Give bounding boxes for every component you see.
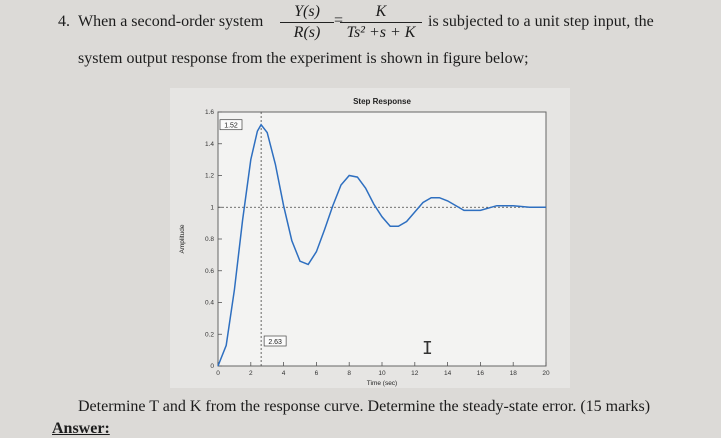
x-tick-label: 16 [477,370,485,377]
question-number: 4. [58,13,70,30]
y-axis-label: Amplitude [179,224,186,253]
x-tick-label: 8 [347,370,351,377]
annotation-box [219,119,243,131]
y-tick-label: 0.8 [205,236,214,243]
y-tick-label: 0.2 [205,331,214,338]
y-tick-label: 1.4 [205,141,214,148]
transfer-function-lhs: Y(s) R(s) [280,2,334,43]
y-tick-label: 0.6 [205,268,214,275]
question-intro: When a second-order system [78,13,264,30]
y-tick-label: 1.6 [205,109,214,116]
tf-rhs-denominator: Ts² +s + K [346,24,416,41]
step-response-line [217,123,546,367]
y-tick-label: 1.2 [205,173,214,180]
y-tick-label: 0.4 [205,300,214,307]
annotation-label: 2.63 [268,339,282,346]
equals-sign: = [334,12,344,29]
x-tick-label: 14 [444,370,452,377]
plot-area [217,111,547,367]
step-response-figure: Step Response 0 2 4 6 8 10 12 14 16 18 20 0 0.2 0.4 0.6… [170,88,570,388]
question-after: is subjected to a unit step input, the [428,13,654,30]
chart-title: Step Response [353,97,411,106]
x-tick-label: 0 [216,370,220,377]
task-text: Determine T and K from the response curv… [78,398,651,415]
answer-label: Answer: [52,420,110,437]
tf-lhs-denominator: R(s) [293,24,321,41]
tf-lhs-numerator: Y(s) [280,2,334,23]
x-axis-label: Time (sec) [367,380,397,387]
x-tick-label: 18 [510,370,518,377]
transfer-function-rhs: K Ts² +s + K [340,2,422,43]
tf-rhs-numerator: K [340,2,422,23]
x-tick-label: 6 [315,370,319,377]
annotation-box [263,335,287,347]
step-response-chart: Step Response 0 2 4 6 8 10 12 14 16 18 20 0 0.2 0.4 0.6… [179,97,550,387]
x-tick-label: 20 [542,370,550,377]
y-tick-label: 0 [210,363,214,370]
x-tick-label: 4 [282,370,286,377]
annotation-label: 1.52 [224,123,238,130]
text-cursor-icon: I [422,338,433,359]
question-line2: system output response from the experime… [78,50,529,67]
y-tick-label: 1 [210,204,214,211]
x-tick-label: 2 [249,370,253,377]
x-tick-label: 12 [411,370,419,377]
x-tick-label: 10 [378,370,386,377]
